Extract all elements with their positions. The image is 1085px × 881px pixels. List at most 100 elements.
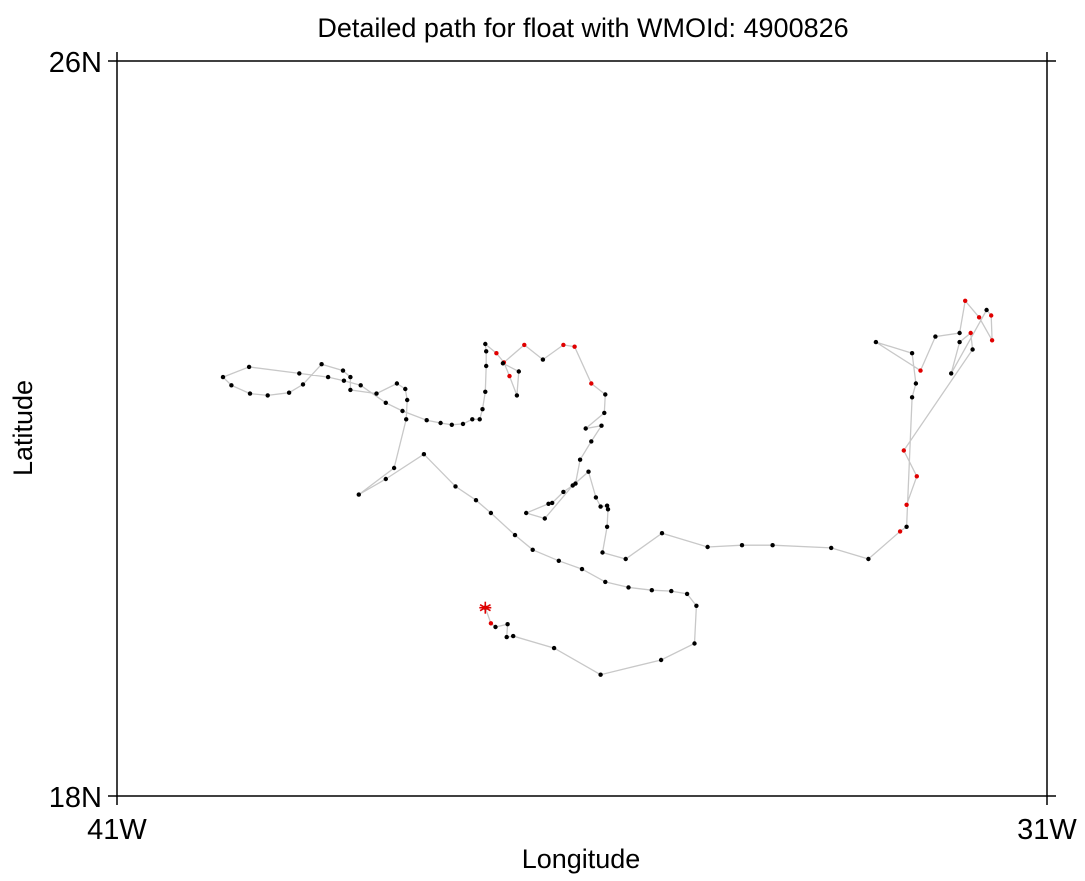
profile-point [247,391,253,396]
profile-point [598,672,603,677]
profile-point [583,426,588,431]
profile-point [957,339,962,345]
profile-point [480,407,485,412]
profile-point-highlight [488,621,494,626]
profile-point [933,334,938,339]
profile-point [949,371,954,376]
profile-point [438,420,443,426]
profile-point [659,531,665,536]
trajectory-path-layer [221,299,993,676]
profile-point-highlight [963,298,968,303]
profile-point [658,657,664,663]
y-tick-label-bottom: 18N [49,782,102,814]
profile-point [356,492,361,497]
profile-point [484,349,489,354]
profile-point [530,547,535,552]
x-axis-label: Longitude [522,844,641,874]
profile-point [603,392,608,397]
profile-point [579,566,585,572]
profile-point [546,501,551,506]
profile-point [473,498,479,503]
profile-point-highlight [494,351,499,356]
profile-point-highlight [918,368,923,373]
profile-point [449,422,454,427]
profile-point [325,374,331,380]
profile-point [626,585,631,590]
y-axis-label: Latitude [8,380,38,476]
profile-point-highlight [507,373,512,379]
profile-point [600,550,605,555]
profile-point [586,469,591,474]
profile-point [265,393,270,398]
chart-title: Detailed path for float with WMOId: 4900… [317,13,848,43]
profile-point [694,603,699,608]
profile-point [460,421,466,427]
profile-point-highlight [989,313,994,318]
profile-point [705,544,710,550]
plot-area-border [116,60,1048,797]
profile-point [873,339,879,345]
profile-point [605,507,611,512]
profile-point [383,476,388,482]
plot-frame [108,52,1056,805]
profile-point [421,452,427,457]
profile-point-highlight [904,502,909,507]
profile-point [623,556,628,562]
profile-point [493,624,498,630]
profile-point-highlight [914,474,919,479]
profile-point [394,381,400,386]
start-position-asterisk-marker [479,601,492,614]
profile-point-highlight [897,529,903,534]
start-marker-layer [479,601,492,614]
profile-point [599,423,604,428]
profile-point [505,622,510,627]
profile-point [524,510,529,516]
profile-point-highlight [522,342,527,348]
profile-point [511,633,516,639]
profile-point [220,374,226,380]
profile-point [598,504,603,509]
profile-point [500,361,506,366]
profile-point [589,439,594,444]
profile-point [483,341,488,347]
y-tick-label-top: 26N [49,47,102,79]
profile-point [319,362,324,367]
profile-point-highlight [572,344,577,349]
profile-point [516,369,521,374]
profile-point-highlight [989,338,995,343]
x-tick-label-right: 31W [1017,814,1077,846]
profile-point [504,634,509,640]
profile-point [556,558,561,563]
x-tick-label-left: 41W [87,814,147,846]
profile-point [904,524,909,529]
profile-point-highlight [901,448,906,453]
profile-point [692,641,697,646]
profile-point-highlight [976,315,982,320]
profile-point [551,645,557,651]
profile-point [957,330,962,336]
profile-point [358,383,363,388]
profile-point [593,495,599,500]
profile-point [770,543,775,548]
profile-point [404,417,409,422]
profile-point [383,400,388,405]
profile-point [561,489,566,495]
profile-point [246,364,252,370]
profile-point [604,503,610,508]
profile-point [403,386,408,392]
profile-point [542,516,547,521]
profile-point [348,374,353,380]
profile-point [512,532,518,538]
profile-point [483,389,488,394]
float-trajectory-line [221,299,993,676]
profile-point [374,391,379,396]
profile-point [603,579,608,585]
profile-point [286,390,292,395]
profile-point [341,378,347,383]
profile-point [649,588,654,593]
profile-point [453,484,458,489]
profile-point [391,465,397,471]
profile-point [577,457,583,462]
profile-point-highlight [968,330,973,336]
